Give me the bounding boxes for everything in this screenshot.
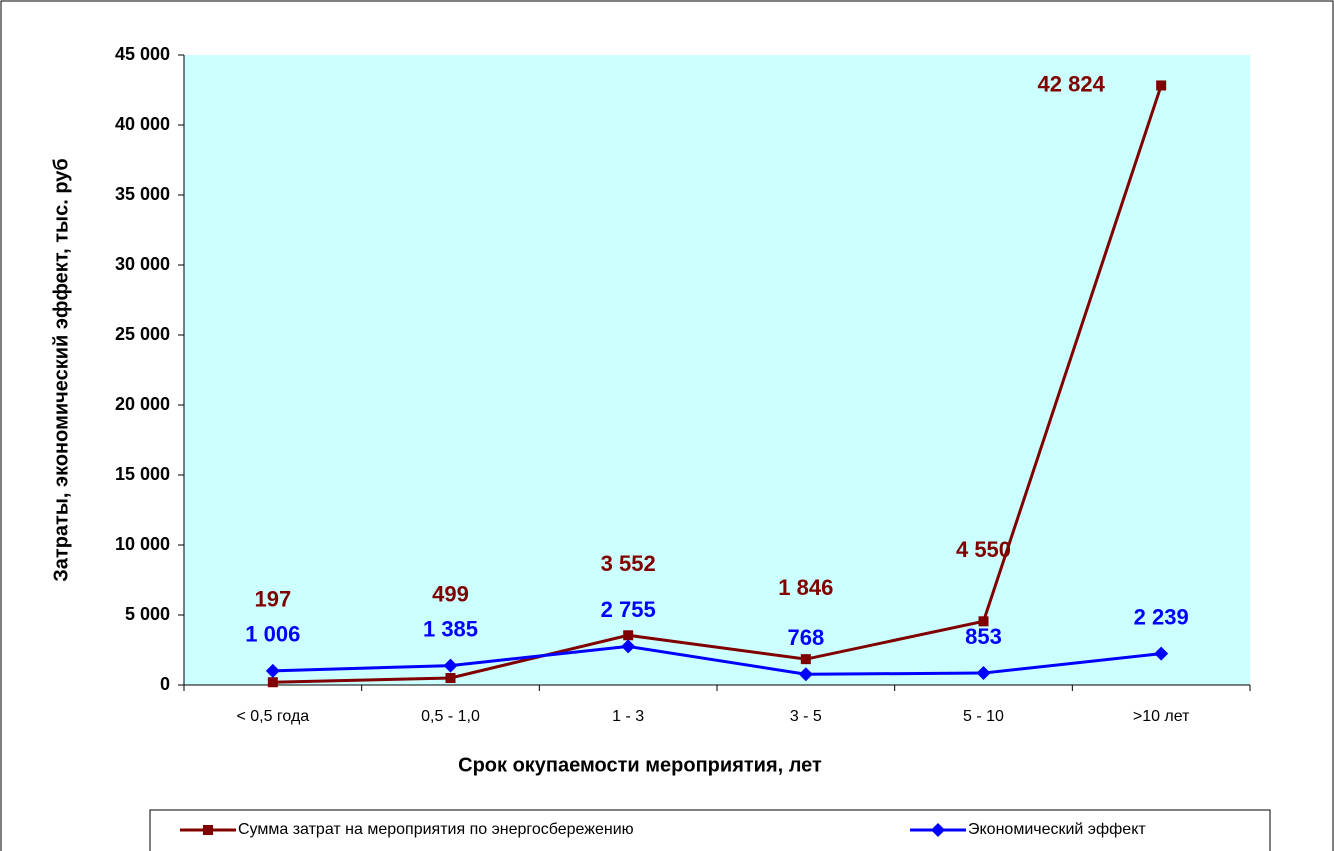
marker <box>1156 80 1167 91</box>
data-label: 499 <box>432 581 469 606</box>
marker <box>621 639 636 654</box>
data-label: 1 006 <box>245 622 300 647</box>
marker <box>623 630 634 641</box>
y-tick-label: 15 000 <box>115 464 170 484</box>
y-axis-title: Затраты, экономический эффект, тыс. руб <box>50 158 72 582</box>
marker <box>265 663 280 678</box>
x-tick-label: 3 - 5 <box>790 708 822 725</box>
data-label: 1 846 <box>778 575 833 600</box>
x-tick-label: < 0,5 года <box>236 708 309 725</box>
y-tick-label: 5 000 <box>125 604 170 624</box>
marker <box>800 654 811 665</box>
data-label: 768 <box>787 625 824 650</box>
y-tick-label: 35 000 <box>115 184 170 204</box>
data-label: 853 <box>965 624 1002 649</box>
data-label: 197 <box>254 587 291 612</box>
data-label: 2 755 <box>601 597 656 622</box>
data-label: 42 824 <box>1038 71 1106 96</box>
marker <box>1154 646 1169 661</box>
x-tick-label: 1 - 3 <box>612 708 644 725</box>
x-axis-title: Срок окупаемости мероприятия, лет <box>458 754 822 776</box>
x-tick-label: >10 лет <box>1133 708 1190 725</box>
marker <box>445 673 456 684</box>
marker <box>976 666 991 681</box>
marker <box>267 677 278 688</box>
x-tick-label: 0,5 - 1,0 <box>421 708 480 725</box>
y-tick-label: 40 000 <box>115 114 170 134</box>
x-tick-label: 5 - 10 <box>963 708 1004 725</box>
y-tick-label: 30 000 <box>115 254 170 274</box>
y-tick-label: 25 000 <box>115 324 170 344</box>
series-line <box>272 84 1163 684</box>
marker <box>978 616 989 627</box>
legend-label: Сумма затрат на мероприятия по энергосбе… <box>238 821 634 838</box>
marker <box>798 667 813 682</box>
legend-box <box>149 809 1271 851</box>
series-line <box>272 644 1162 676</box>
legend-marker <box>203 825 213 835</box>
data-label: 3 552 <box>601 551 656 576</box>
y-tick-label: 20 000 <box>115 394 170 414</box>
data-label: 2 239 <box>1134 604 1189 629</box>
y-tick-label: 10 000 <box>115 534 170 554</box>
marker <box>443 658 458 673</box>
y-tick-label: 45 000 <box>115 44 170 64</box>
legend-marker <box>931 823 945 837</box>
data-label: 4 550 <box>956 537 1011 562</box>
legend-label: Экономический эффект <box>968 821 1146 838</box>
data-label: 1 385 <box>423 616 478 641</box>
y-tick-label: 0 <box>160 674 170 694</box>
plot-area <box>184 55 1250 685</box>
